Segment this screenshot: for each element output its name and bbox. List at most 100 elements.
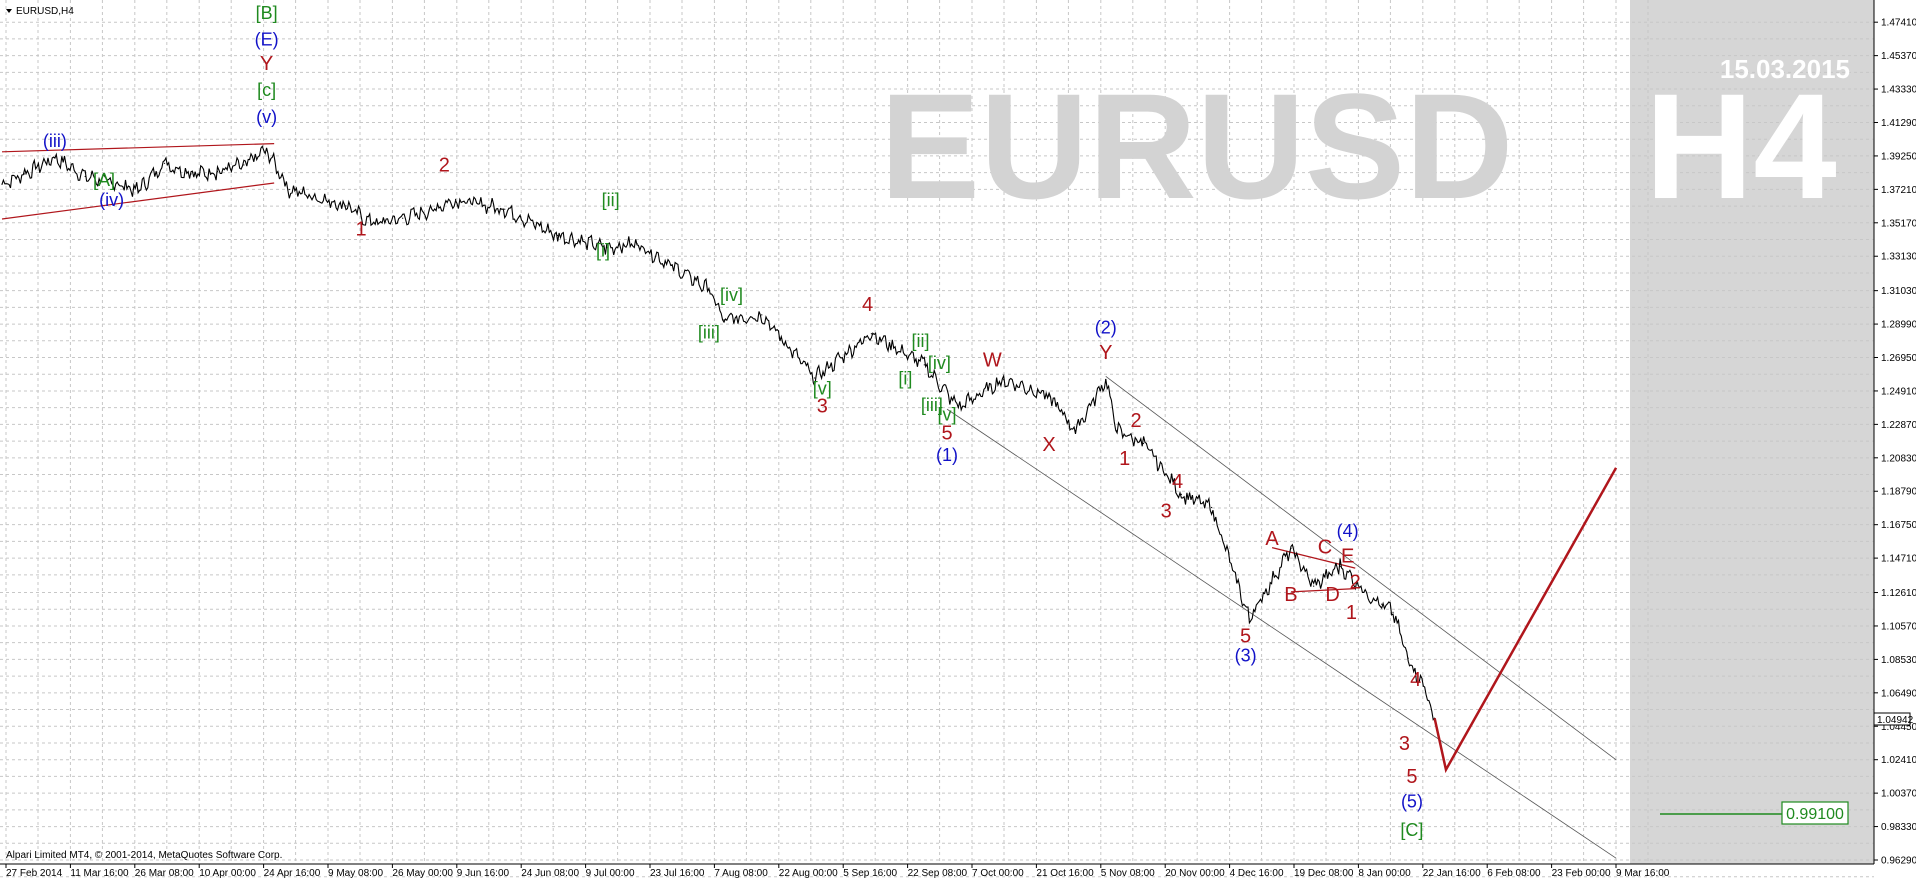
wave-label: 5: [941, 422, 952, 444]
future-shaded-area: [1630, 0, 1874, 864]
wave-label: 4: [1410, 669, 1421, 691]
wave-label: 1: [1346, 602, 1357, 624]
price-point: [557, 234, 559, 237]
wave-label: [iii]: [921, 395, 943, 415]
trendline: [1105, 376, 1617, 761]
x-tick-label: 26 May 00:00: [392, 868, 453, 879]
price-point: [1180, 493, 1182, 495]
y-tick-label: 1.33130: [1881, 252, 1916, 263]
trendline: [1, 182, 275, 220]
x-tick-label: 7 Oct 00:00: [972, 868, 1024, 879]
y-tick-label: 1.02410: [1881, 755, 1916, 766]
price-point: [1105, 379, 1107, 381]
price-point: [923, 364, 925, 366]
price-point: [1, 183, 3, 185]
price-point: [761, 314, 763, 316]
watermark-timeframe: H4: [1645, 62, 1837, 230]
y-tick-label: 1.28990: [1881, 320, 1916, 331]
wave-label: 5: [1240, 626, 1251, 648]
y-tick-label: 1.39250: [1881, 151, 1916, 162]
x-tick-label: 23 Feb 00:00: [1552, 868, 1611, 879]
copyright-text: Alpari Limited MT4, © 2001-2014, MetaQuo…: [6, 850, 282, 861]
wave-label: (2): [1095, 318, 1117, 338]
y-tick-label: 0.96290: [1881, 856, 1916, 867]
y-tick-label: 1.41290: [1881, 118, 1916, 129]
y-tick-label: 1.18790: [1881, 487, 1916, 498]
y-tick-label: 1.26950: [1881, 353, 1916, 364]
x-tick-label: 27 Feb 2014: [6, 868, 63, 879]
y-tick-label: 1.14710: [1881, 554, 1916, 565]
price-point: [708, 288, 710, 291]
trendline: [1, 143, 275, 153]
x-tick-label: 5 Nov 08:00: [1101, 868, 1155, 879]
y-tick-label: 1.37210: [1881, 185, 1916, 196]
x-tick-label: 4 Dec 16:00: [1230, 868, 1284, 879]
price-point: [1003, 379, 1005, 381]
y-tick-label: 1.20830: [1881, 453, 1916, 464]
x-tick-label: 20 Nov 00:00: [1165, 868, 1225, 879]
wave-label: 4: [1172, 471, 1183, 493]
watermark: EURUSD H4 15.03.2015: [880, 54, 1850, 230]
wave-label: 4: [862, 294, 873, 316]
price-point: [504, 208, 506, 210]
y-tick-label: 1.45370: [1881, 51, 1916, 62]
wave-label: [c]: [257, 80, 276, 100]
x-tick-label: 24 Jun 08:00: [521, 868, 579, 879]
window-title-text: EURUSD,H4: [16, 6, 74, 17]
wave-label: 3: [1161, 500, 1172, 522]
wave-label: (5): [1401, 791, 1423, 811]
price-point: [111, 181, 113, 183]
wave-label: X: [1042, 434, 1055, 456]
wave-label: [iv]: [928, 353, 951, 373]
price-point: [957, 406, 959, 409]
wave-label: 5: [1406, 766, 1417, 788]
wave-label: 3: [1399, 733, 1410, 755]
chevron-down-icon[interactable]: [6, 9, 12, 13]
price-point: [1365, 592, 1368, 594]
wave-labels: [B](E)Y[c](v)(iii)[A](iv)12[ii][i][iv][i…: [43, 3, 1424, 840]
price-point: [606, 247, 608, 249]
window-title[interactable]: EURUSD,H4: [6, 6, 74, 17]
price-point: [243, 164, 245, 166]
price-point: [163, 162, 166, 164]
wave-label: [ii]: [602, 190, 620, 210]
x-tick-label: 8 Jan 00:00: [1358, 868, 1411, 879]
wave-label: 1: [1119, 448, 1130, 470]
price-point: [190, 173, 192, 175]
price-point: [1290, 547, 1292, 550]
y-tick-label: 1.12610: [1881, 588, 1916, 599]
price-point: [1142, 442, 1145, 445]
wave-label: (3): [1235, 646, 1257, 666]
price-point: [1381, 603, 1383, 605]
price-point: [1116, 429, 1118, 432]
x-tick-label: 21 Oct 16:00: [1036, 868, 1094, 879]
price-point: [1392, 611, 1394, 613]
trendline: [946, 408, 1617, 859]
y-axis-panel: [1874, 0, 1916, 880]
price-point: [1339, 565, 1341, 568]
x-tick-label: 22 Aug 00:00: [779, 868, 838, 879]
wave-label: B: [1284, 584, 1297, 606]
price-point: [137, 189, 139, 191]
wave-label: W: [983, 350, 1002, 372]
x-tick-label: 11 Mar 16:00: [70, 868, 129, 879]
wave-label: 2: [1130, 410, 1141, 432]
wave-label: E: [1341, 545, 1354, 567]
price-point: [1248, 618, 1250, 620]
wave-label: Y: [1099, 342, 1112, 364]
price-point: [1313, 585, 1315, 587]
trendline: [1290, 587, 1356, 593]
price-point: [428, 210, 430, 212]
wave-label: (iv): [99, 190, 124, 210]
y-tick-label: 1.22870: [1881, 420, 1916, 431]
grid: [0, 0, 1874, 878]
wave-label: 3: [817, 395, 828, 417]
price-point: [24, 173, 26, 175]
x-tick-label: 22 Sep 08:00: [908, 868, 968, 879]
y-tick-label: 1.24910: [1881, 386, 1916, 397]
wave-label: [iv]: [720, 285, 743, 305]
price-point: [54, 156, 56, 159]
price-point: [288, 188, 290, 191]
